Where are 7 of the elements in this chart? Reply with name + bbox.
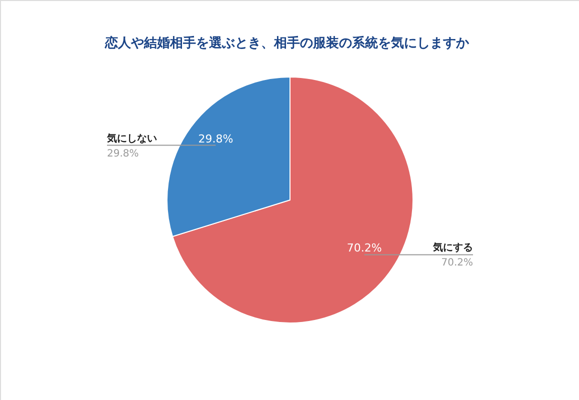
- slice-label: 気にする: [432, 242, 473, 254]
- text: 29.8%: [107, 148, 139, 160]
- slice-label: 気にしない: [106, 132, 157, 144]
- chart-title: 恋人や結婚相手を選ぶとき、相手の服装の系統を気にしますか: [104, 35, 470, 51]
- text: 70.2%: [441, 258, 473, 269]
- data-label: 29.8%: [198, 132, 234, 146]
- data-label: 70.2%: [346, 242, 382, 255]
